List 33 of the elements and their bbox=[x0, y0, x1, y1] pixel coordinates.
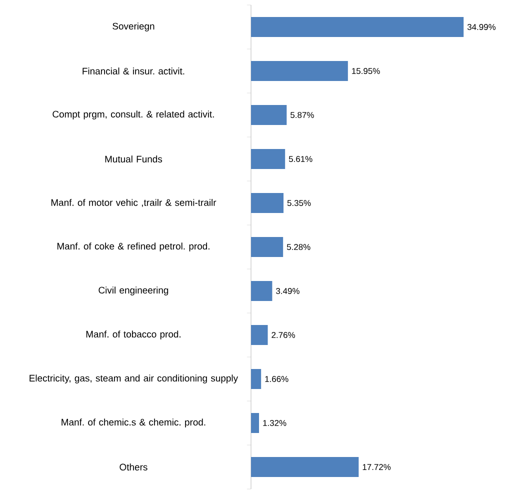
bar bbox=[251, 61, 348, 82]
data-label: 5.35% bbox=[287, 200, 311, 206]
y-tick-label: Financial & insur. activit. bbox=[82, 68, 184, 74]
data-label: 5.87% bbox=[290, 112, 314, 118]
y-tick-label: Electricity, gas, steam and air conditioning supply bbox=[30, 374, 238, 384]
y-tick-label: Manf. of coke & refined petrol. prod. bbox=[57, 242, 210, 252]
y-tick-label: Mutual Funds bbox=[105, 156, 162, 162]
data-label: 1.66% bbox=[265, 376, 288, 382]
data-label: 5.61% bbox=[288, 156, 312, 162]
bar bbox=[251, 413, 260, 434]
y-tick-label: Manf. of motor vehic ,trailr & semi-trailr bbox=[51, 198, 216, 208]
y-tick-label: Manf. of chemic.s & chemic. prod. bbox=[62, 418, 206, 428]
y-tick-label: Civil engineering bbox=[98, 286, 168, 296]
data-label: 2.76% bbox=[272, 332, 296, 338]
data-label: 15.95% bbox=[352, 68, 380, 74]
data-label: 3.49% bbox=[276, 288, 300, 294]
bar bbox=[251, 17, 464, 38]
bar bbox=[251, 237, 284, 258]
data-label: 5.28% bbox=[286, 244, 310, 250]
y-tick-label: Others bbox=[120, 464, 148, 470]
bar bbox=[251, 325, 268, 346]
bar bbox=[251, 105, 287, 126]
data-label: 1.32% bbox=[263, 420, 286, 426]
bar bbox=[251, 149, 286, 170]
bar bbox=[251, 193, 284, 214]
bar bbox=[251, 281, 272, 302]
data-label: 17.72% bbox=[362, 464, 391, 470]
y-tick-label: Soveriegn bbox=[112, 22, 154, 32]
bar bbox=[251, 457, 359, 478]
data-label: 34.99% bbox=[467, 24, 496, 30]
y-tick-label: Compt prgm, consult. & related activit. bbox=[52, 110, 214, 120]
bar bbox=[251, 369, 262, 390]
y-tick-label: Manf. of tobacco prod. bbox=[86, 330, 180, 340]
